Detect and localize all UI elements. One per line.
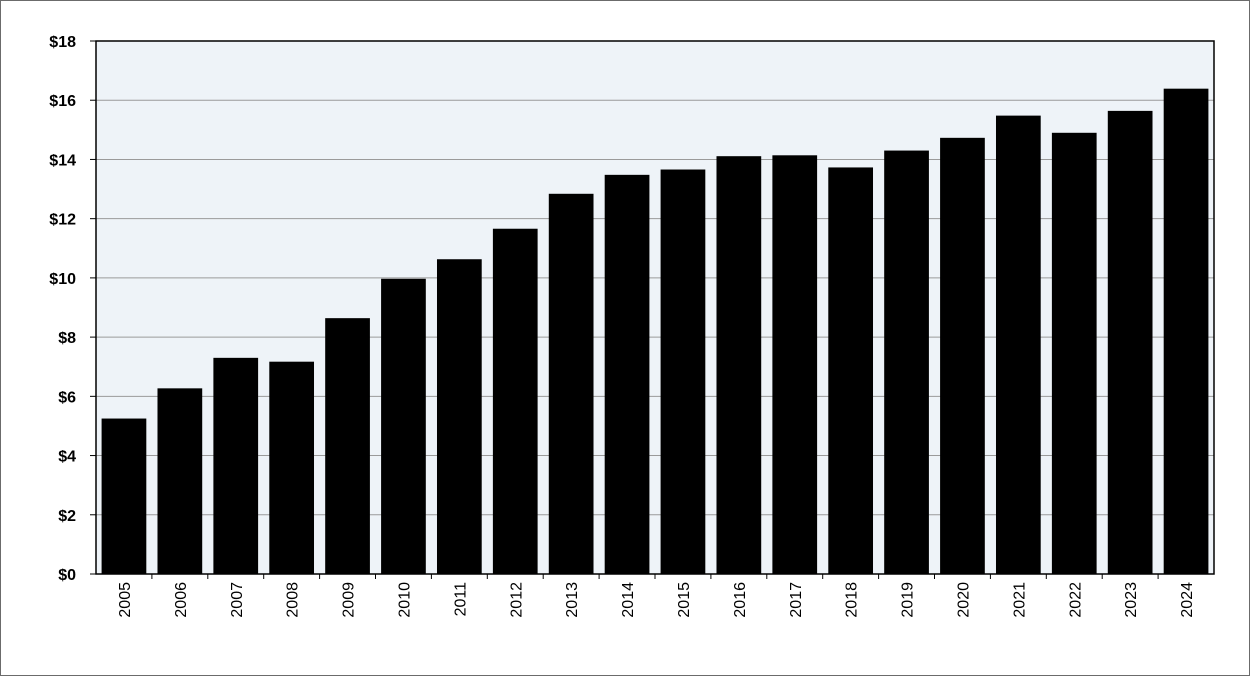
y-tick-label: $16	[49, 93, 76, 110]
bar-2008	[269, 361, 315, 574]
x-tick-label: 2017	[788, 582, 805, 618]
x-tick-label: 2008	[285, 582, 302, 618]
x-tick-label: 2006	[173, 582, 190, 618]
x-tick-label: 2015	[676, 582, 693, 618]
bar-2024	[1163, 88, 1209, 574]
y-tick-label: $10	[49, 271, 76, 288]
x-tick-label: 2023	[1123, 582, 1140, 618]
x-tick-label: 2012	[508, 582, 525, 618]
bar-2016	[716, 156, 762, 574]
bar-2014	[604, 174, 650, 574]
x-tick-label: 2010	[396, 582, 413, 618]
y-tick-label: $4	[58, 449, 76, 466]
bar-2013	[548, 193, 594, 574]
x-tick-label: 2019	[900, 582, 917, 618]
x-tick-label: 2009	[341, 582, 358, 618]
plot-area	[96, 41, 1214, 574]
y-tick-label: $0	[58, 567, 76, 584]
bar-2009	[325, 318, 370, 574]
x-tick-label: 2016	[732, 582, 749, 618]
bar-2020	[940, 137, 985, 574]
x-tick-label: 2013	[564, 582, 581, 618]
y-tick-label: $14	[49, 152, 76, 169]
x-tick-label: 2011	[452, 582, 469, 617]
x-tick-label: 2018	[844, 582, 861, 618]
bar-2017	[772, 155, 818, 574]
bar-2011	[436, 259, 482, 574]
bar-2023	[1107, 110, 1153, 574]
x-tick-label: 2007	[229, 582, 246, 618]
bar-2021	[995, 115, 1041, 575]
y-tick-label: $2	[58, 508, 76, 525]
bar-2022	[1051, 132, 1097, 575]
bars	[101, 88, 1209, 575]
x-tick-label: 2021	[1011, 582, 1028, 618]
x-axis: 2005 2006 2007 2008 2009 2010 2011 2012 2013 2014…	[117, 574, 1196, 618]
bar-2015	[660, 169, 706, 575]
y-axis: $0 $2 $4 $6 $8 $10 $12 $14 $16 $18	[49, 34, 96, 584]
plot-border	[95, 40, 1215, 575]
bar-2005	[101, 418, 147, 574]
y-tick-label: $6	[58, 389, 76, 406]
x-tick-label: 2024	[1179, 582, 1196, 618]
x-tick-label: 2005	[117, 582, 134, 618]
bar-2007	[213, 357, 259, 574]
bar-2018	[828, 167, 874, 574]
y-tick-label: $8	[58, 330, 76, 347]
x-tick-label: 2020	[955, 582, 972, 618]
y-tick-label: $18	[49, 34, 76, 51]
bar-2012	[492, 228, 538, 575]
bar-2006	[157, 388, 203, 574]
bar-2010	[381, 278, 426, 574]
bar-2019	[884, 150, 929, 575]
x-tick-label: 2022	[1067, 582, 1084, 618]
y-tick-label: $12	[49, 212, 76, 229]
x-tick-label: 2014	[620, 582, 637, 618]
